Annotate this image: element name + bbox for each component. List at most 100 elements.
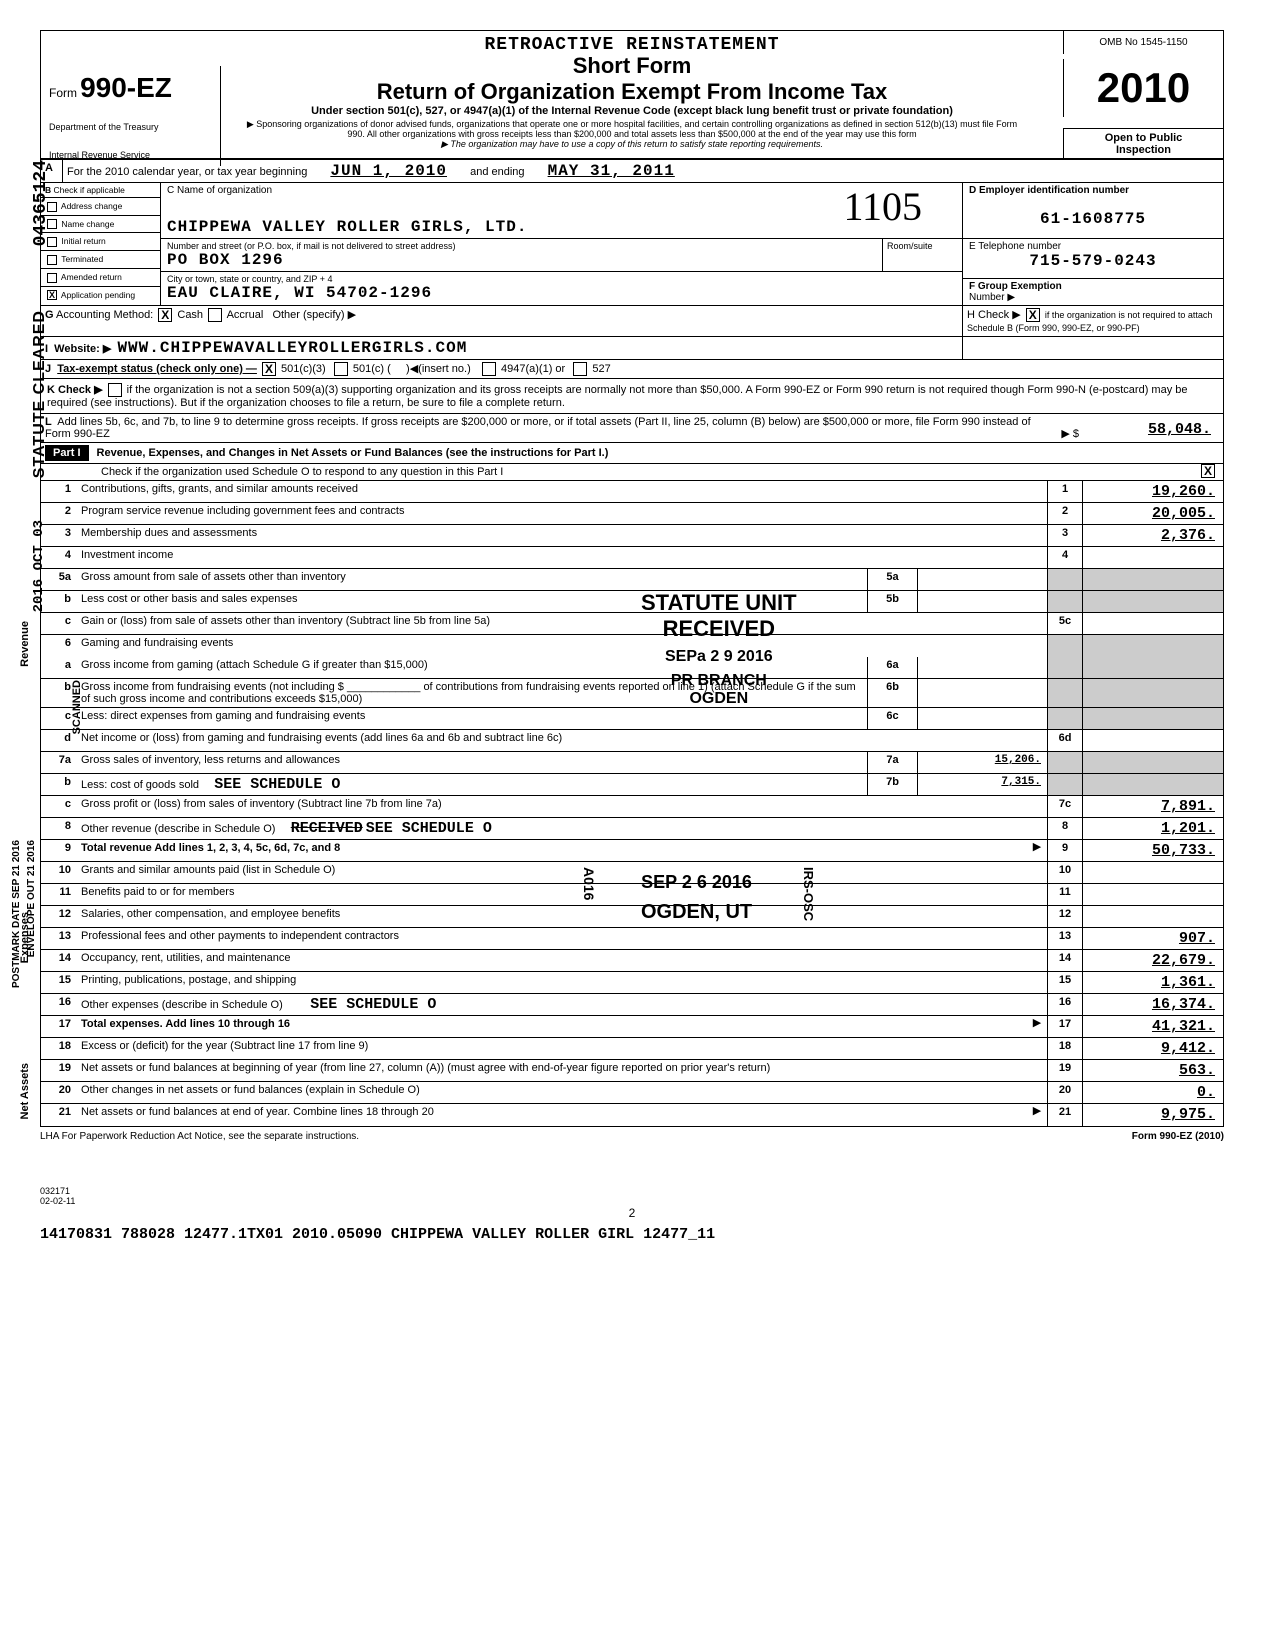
c12: 12 bbox=[1047, 906, 1083, 927]
k-text: if the organization is not a section 509… bbox=[47, 384, 1187, 409]
chk-schedule-b[interactable]: X bbox=[1026, 308, 1040, 322]
box-b: B Check if applicable Address change Nam… bbox=[41, 183, 161, 305]
g-label: Accounting Method: bbox=[56, 309, 153, 321]
lbl-501c: 501(c) ( bbox=[353, 363, 391, 375]
t4: Investment income bbox=[77, 547, 1047, 568]
m6c: 6c bbox=[867, 708, 917, 729]
t6a: Gross income from gaming (attach Schedul… bbox=[77, 657, 867, 678]
footer-row-1: LHA For Paperwork Reduction Act Notice, … bbox=[40, 1127, 1224, 1146]
sh6c bbox=[1083, 708, 1223, 729]
chk-app-pending[interactable]: X bbox=[47, 290, 57, 300]
ma7a: 15,206. bbox=[917, 752, 1047, 773]
chk-terminated[interactable] bbox=[47, 255, 57, 265]
a1: 19,260. bbox=[1083, 481, 1223, 502]
org-name: CHIPPEWA VALLEY ROLLER GIRLS, LTD. bbox=[167, 218, 527, 236]
lbl-initial: Initial return bbox=[61, 236, 105, 246]
chk-line-k[interactable] bbox=[108, 383, 122, 397]
m5b: 5b bbox=[867, 591, 917, 612]
form-ref: Form 990-EZ (2010) bbox=[1132, 1131, 1224, 1142]
period-row: A For the 2010 calendar year, or tax yea… bbox=[41, 160, 1223, 183]
n7b: b bbox=[41, 774, 77, 795]
n11: 11 bbox=[41, 884, 77, 905]
period-label: For the 2010 calendar year, or tax year … bbox=[67, 166, 307, 178]
c17: 17 bbox=[1047, 1016, 1083, 1037]
l-amount: 58,048. bbox=[1079, 419, 1219, 440]
n16: 16 bbox=[41, 994, 77, 1015]
m6a: 6a bbox=[867, 657, 917, 678]
ma7b: 7,315. bbox=[917, 774, 1047, 795]
sh7b bbox=[1083, 774, 1223, 795]
lbl-501c3: 501(c)(3) bbox=[281, 363, 326, 375]
part-1-title: Revenue, Expenses, and Changes in Net As… bbox=[89, 445, 1219, 461]
b-header: Check if applicable bbox=[54, 185, 125, 195]
side-stamp-number: 04365124 bbox=[31, 160, 51, 246]
c7c: 7c bbox=[1047, 796, 1083, 817]
n6a: a bbox=[41, 657, 77, 678]
n6c: c bbox=[41, 708, 77, 729]
handwritten-1105: 1105 bbox=[843, 183, 922, 230]
section-label-expenses: Expenses bbox=[19, 912, 31, 963]
e16: SEE SCHEDULE O bbox=[310, 996, 436, 1013]
j-label: Tax-exempt status (check only one) — bbox=[57, 363, 257, 375]
c9: 9 bbox=[1047, 840, 1083, 861]
main-title: Return of Organization Exempt From Incom… bbox=[241, 79, 1023, 105]
a13: 907. bbox=[1083, 928, 1223, 949]
a20: 0. bbox=[1083, 1082, 1223, 1103]
a17: 41,321. bbox=[1083, 1016, 1223, 1037]
chk-amended[interactable] bbox=[47, 273, 57, 283]
t7a: Gross sales of inventory, less returns a… bbox=[77, 752, 867, 773]
part-1-header: Part I Revenue, Expenses, and Changes in… bbox=[41, 443, 1223, 464]
i-label: Website: ▶ bbox=[54, 343, 111, 355]
l-text: Add lines 5b, 6c, and 7b, to line 9 to d… bbox=[45, 416, 1031, 440]
page-number: 2 bbox=[40, 1206, 1224, 1220]
n5b: b bbox=[41, 591, 77, 612]
t1: Contributions, gifts, grants, and simila… bbox=[77, 481, 1047, 502]
ar17: ▶ bbox=[1027, 1016, 1047, 1037]
t14: Occupancy, rent, utilities, and maintena… bbox=[77, 950, 1047, 971]
chk-schedule-o[interactable]: X bbox=[1201, 464, 1215, 478]
a6d bbox=[1083, 730, 1223, 751]
n6d: d bbox=[41, 730, 77, 751]
chk-501c3[interactable]: X bbox=[262, 362, 276, 376]
a16: 16,374. bbox=[1083, 994, 1223, 1015]
a3: 2,376. bbox=[1083, 525, 1223, 546]
lbl-accrual: Accrual bbox=[227, 309, 264, 321]
net-assets-section: Net Assets 18Excess or (deficit) for the… bbox=[41, 1038, 1223, 1126]
sub-title-1: Under section 501(c), 527, or 4947(a)(1)… bbox=[241, 105, 1023, 119]
sub-title-2: ▶ Sponsoring organizations of donor advi… bbox=[241, 119, 1023, 140]
n18: 18 bbox=[41, 1038, 77, 1059]
sh6 bbox=[1083, 635, 1223, 657]
e-label: E Telephone number bbox=[969, 241, 1217, 252]
line-j: J Tax-exempt status (check only one) — X… bbox=[41, 360, 1223, 379]
n20: 20 bbox=[41, 1082, 77, 1103]
t21: Net assets or fund balances at end of ye… bbox=[77, 1104, 1027, 1126]
n5c: c bbox=[41, 613, 77, 634]
chk-accrual[interactable] bbox=[208, 308, 222, 322]
sh7a bbox=[1083, 752, 1223, 773]
section-label-revenue: Revenue bbox=[19, 621, 31, 667]
c21: 21 bbox=[1047, 1104, 1083, 1126]
c6d: 6d bbox=[1047, 730, 1083, 751]
chk-cash[interactable]: X bbox=[158, 308, 172, 322]
c10: 10 bbox=[1047, 862, 1083, 883]
t10: Grants and similar amounts paid (list in… bbox=[77, 862, 1047, 883]
line-i: I Website: ▶ WWW.CHIPPEWAVALLEYROLLERGIR… bbox=[41, 337, 1223, 360]
c16: 16 bbox=[1047, 994, 1083, 1015]
section-label-net-assets: Net Assets bbox=[19, 1063, 31, 1119]
c8: 8 bbox=[1047, 818, 1083, 839]
chk-4947[interactable] bbox=[482, 362, 496, 376]
footer-code: 032171 02-02-11 bbox=[40, 1186, 1224, 1206]
c18: 18 bbox=[1047, 1038, 1083, 1059]
n9: 9 bbox=[41, 840, 77, 861]
retroactive-title: RETROACTIVE REINSTATEMENT bbox=[241, 35, 1023, 55]
ein-value: 61-1608775 bbox=[969, 210, 1217, 228]
side-stamp-cleared: STATUTE CLEARED bbox=[31, 310, 49, 478]
lbl-app-pending: Application pending bbox=[61, 290, 135, 300]
lha-notice: LHA For Paperwork Reduction Act Notice, … bbox=[40, 1131, 359, 1142]
chk-527[interactable] bbox=[573, 362, 587, 376]
t19: Net assets or fund balances at beginning… bbox=[77, 1060, 1047, 1081]
chk-501c[interactable] bbox=[334, 362, 348, 376]
m6b: 6b bbox=[867, 679, 917, 707]
n17: 17 bbox=[41, 1016, 77, 1037]
a21: 9,975. bbox=[1083, 1104, 1223, 1126]
